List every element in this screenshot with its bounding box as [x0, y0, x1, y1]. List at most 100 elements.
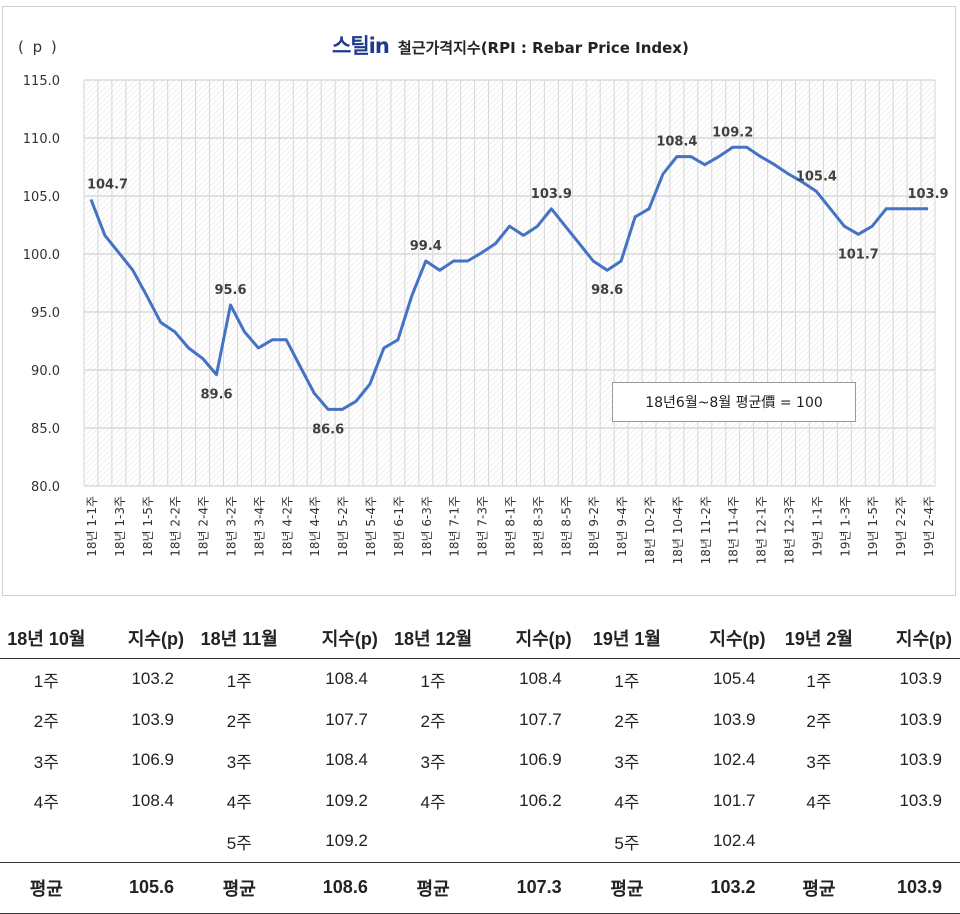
steelin-logo: 스틸in: [332, 34, 390, 58]
plot-area: [84, 80, 935, 486]
x-tick-label: 18년 11-2주: [699, 496, 713, 564]
data-label: 86.6: [312, 422, 344, 437]
index-cell: 103.9: [899, 669, 942, 689]
index-cell: 103.9: [899, 790, 942, 810]
chart-frame: [2, 6, 956, 596]
x-tick-label: 18년 6-3주: [420, 496, 434, 557]
week-cell: 5주: [226, 833, 252, 853]
index-cell: 108.4: [325, 669, 368, 689]
data-label: 103.9: [531, 187, 572, 202]
index-cell: 106.9: [131, 750, 174, 770]
y-tick-label: 115.0: [23, 74, 60, 89]
y-tick-label: 105.0: [23, 190, 60, 205]
table-row: 2주 103.9 2주 107.7 2주 107.7 2주 103.9 2주 103.9: [0, 700, 960, 741]
x-tick-label: 18년 12-1주: [755, 496, 769, 564]
average-value: 107.3: [480, 861, 580, 914]
x-tick-label: 19년 2-2주: [894, 496, 908, 557]
x-tick-label: 18년 3-4주: [252, 496, 266, 557]
week-cell: 3주: [226, 752, 252, 772]
x-tick-label: 18년 8-1주: [504, 496, 518, 557]
week-cell: 5주: [614, 833, 640, 853]
index-cell: 107.7: [325, 709, 368, 729]
index-cell: 101.7: [712, 790, 756, 810]
x-tick-label: 18년 3-2주: [224, 496, 238, 557]
average-value: 103.2: [674, 861, 774, 914]
table-header-row: 18년 10월 지수(p) 18년 11월 지수(p) 18년 12월 지수(p…: [0, 618, 960, 659]
table-row: 1주 103.2 1주 108.4 1주 108.4 1주 105.4 1주 103.9: [0, 659, 960, 700]
week-cell: [0, 821, 93, 862]
x-tick-label: 18년 5-4주: [364, 496, 378, 557]
x-tick-label: 18년 1-5주: [141, 496, 155, 557]
chart-title: 스틸in 철근가격지수(RPI : Rebar Price Index): [332, 30, 689, 60]
header-index: 지수(p): [92, 618, 192, 659]
table-row: 5주 109.2 5주 102.4: [0, 821, 960, 862]
x-tick-label: 18년 2-2주: [169, 496, 183, 557]
average-label: 평균: [0, 861, 93, 914]
x-tick-label: 18년 8-3주: [531, 496, 545, 557]
x-tick-label: 19년 1-1주: [810, 496, 824, 557]
week-cell: 4주: [420, 793, 446, 813]
week-cell: 1주: [806, 671, 832, 691]
x-axis-ticks: 18년 1-1주 18년 1-3주 18년 1-5주 18년 2-2주 18년 2-4주…: [85, 496, 936, 564]
data-label: 109.2: [712, 125, 753, 140]
week-cell: 3주: [33, 752, 59, 772]
table-row: 4주 108.4 4주 109.2 4주 106.2 4주 101.7 4주 103.9: [0, 781, 960, 822]
data-label: 99.4: [410, 239, 442, 254]
week-cell: 2주: [420, 712, 446, 732]
week-cell: 1주: [33, 671, 59, 691]
series-line: [89, 145, 928, 411]
x-tick-label: 18년 1-1주: [85, 496, 99, 557]
table-average-row: 평균 105.6 평균 108.6 평균 107.3 평균 103.2 평균 103.9: [0, 861, 960, 914]
index-cell: 108.4: [325, 750, 368, 770]
week-cell: 3주: [420, 752, 446, 772]
x-tick-label: 18년 4-4주: [308, 496, 322, 557]
x-tick-label: 18년 4-2주: [280, 496, 294, 557]
index-cell: 105.4: [712, 669, 756, 689]
average-label: 평균: [385, 861, 481, 914]
week-cell: 4주: [33, 793, 59, 813]
data-label: 95.6: [214, 283, 246, 298]
index-cell: 106.9: [519, 750, 562, 770]
x-tick-label: 18년 2-4주: [197, 496, 211, 557]
y-axis-ticks: 80.0 85.0 90.0 95.0 100.0 105.0 110.0 115.0: [23, 74, 60, 495]
index-cell: 103.9: [899, 709, 942, 729]
data-label: 103.9: [907, 187, 948, 202]
y-tick-label: 85.0: [31, 422, 60, 437]
x-tick-label: 18년 10-4주: [671, 496, 685, 564]
index-cell: [93, 821, 192, 862]
week-cell: 1주: [226, 671, 252, 691]
header-month: 19년 2월: [773, 618, 865, 659]
header-index: 지수(p): [286, 618, 386, 659]
header-month: 19년 1월: [579, 618, 675, 659]
index-cell: 103.9: [131, 709, 174, 729]
x-tick-label: 18년 11-4주: [727, 496, 741, 564]
x-tick-label: 18년 9-2주: [587, 496, 601, 557]
week-cell: 1주: [420, 671, 446, 691]
index-cell: [864, 821, 960, 862]
header-month: 18년 11월: [191, 618, 287, 659]
data-label: 89.6: [200, 388, 232, 403]
header-month: 18년 10월: [0, 618, 93, 659]
x-tick-label: 18년 6-1주: [392, 496, 406, 557]
week-cell: 4주: [806, 793, 832, 813]
x-tick-label: 18년 1-3주: [113, 496, 127, 557]
data-label: 101.7: [838, 247, 879, 262]
index-cell: 108.4: [131, 790, 174, 810]
week-cell: 3주: [806, 752, 832, 772]
data-label: 108.4: [656, 135, 697, 150]
y-axis-unit: ( p ): [18, 38, 59, 56]
average-value: 103.9: [864, 861, 960, 914]
x-tick-label: 18년 7-1주: [448, 496, 462, 557]
line-chart: 80.0 85.0 90.0 95.0 100.0 105.0 110.0 115.0 18년…: [23, 74, 949, 564]
week-cell: 4주: [226, 793, 252, 813]
header-index: 지수(p): [480, 618, 580, 659]
week-cell: 3주: [614, 752, 640, 772]
index-cell: 107.7: [519, 709, 562, 729]
index-cell: [480, 821, 579, 862]
week-cell: [774, 821, 865, 862]
header-index: 지수(p): [864, 618, 960, 659]
index-cell: 102.4: [712, 831, 756, 851]
average-label: 평균: [191, 861, 287, 914]
average-value: 105.6: [92, 861, 192, 914]
data-label: 105.4: [796, 169, 837, 184]
